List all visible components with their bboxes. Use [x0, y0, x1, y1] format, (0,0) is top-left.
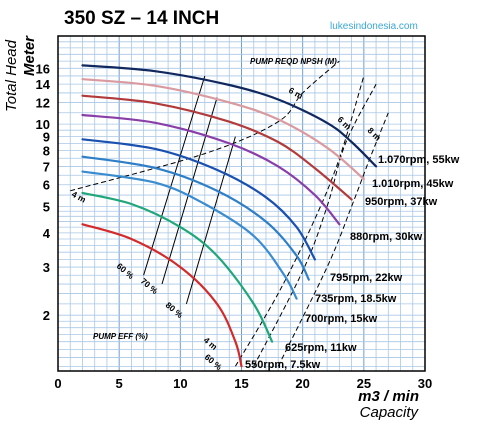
efficiency-line [185, 136, 236, 305]
y-tick-label: 7 [43, 159, 50, 174]
y-tick-label: 5 [43, 199, 50, 214]
x-tick-label: 15 [234, 376, 248, 391]
y-tick-label: 3 [43, 260, 50, 275]
series-curve [81, 155, 310, 281]
series-labels: 1.070rpm, 55kw 1.010rpm, 45kw 950rpm, 37kw… [245, 154, 460, 371]
series-curve [81, 191, 274, 343]
x-tick-label: 30 [418, 376, 432, 391]
npsh-legend-label: PUMP REQD NPSH (M) [250, 57, 337, 66]
y-tick-label: 12 [36, 95, 50, 110]
plot-area [57, 35, 426, 372]
y-tick-label: 8 [43, 144, 50, 159]
npsh-line [277, 112, 389, 367]
y-axis-subtitle: Meter [21, 35, 38, 76]
y-axis-title: Total Head [3, 39, 20, 112]
x-axis-title: m3 / min [358, 388, 419, 405]
eff-legend-label: PUMP EFF (%) [93, 332, 148, 341]
plot-border [57, 35, 426, 372]
series-curve [81, 138, 316, 261]
series-curve [81, 113, 341, 226]
y-tick-label: 16 [36, 61, 50, 76]
x-tick-label: 25 [357, 376, 371, 391]
x-tick-label: 10 [173, 376, 187, 391]
y-tick-label: 10 [36, 117, 50, 132]
series-curve [81, 94, 353, 201]
npsh-line [70, 60, 340, 192]
y-tick-label: 4 [43, 226, 51, 241]
y-tick-label: 9 [43, 130, 50, 145]
annotation-lines [70, 60, 389, 367]
series-label: 550rpm, 7.5kw [245, 359, 321, 371]
x-tick-label: 5 [116, 376, 123, 391]
series-curve [81, 64, 378, 168]
series-curve [81, 170, 298, 300]
series-curve [81, 78, 365, 181]
series-label: 1.070rpm, 55kw [378, 154, 460, 166]
x-tick-label: 20 [295, 376, 309, 391]
x-axis-subtitle: Capacity [360, 404, 420, 421]
y-tick-label: 14 [36, 77, 51, 92]
x-tick-label: 0 [54, 376, 61, 391]
efficiency-line [143, 75, 206, 276]
x-tick-labels: 0 5 10 15 20 25 30 [54, 376, 432, 391]
watermark: lukesindonesia.com [330, 21, 418, 32]
y-tick-label: 6 [43, 178, 50, 193]
series-label: 880rpm, 30kw [350, 231, 423, 243]
y-tick-label: 2 [43, 308, 50, 323]
chart-title: 350 SZ – 14 INCH [64, 8, 219, 29]
series-curve [81, 223, 243, 368]
series-label: 700rpm, 15kw [305, 313, 378, 325]
series-label: 625rpm, 11kw [285, 342, 357, 354]
series-label: 795rpm, 22kw [330, 272, 403, 284]
series-group [81, 64, 378, 368]
series-label: 1.010rpm, 45kw [372, 178, 454, 190]
npsh-line [253, 83, 377, 367]
series-label: 735rpm, 18.5kw [315, 293, 397, 305]
series-label: 950rpm, 37kw [365, 196, 438, 208]
efficiency-line [161, 97, 218, 285]
